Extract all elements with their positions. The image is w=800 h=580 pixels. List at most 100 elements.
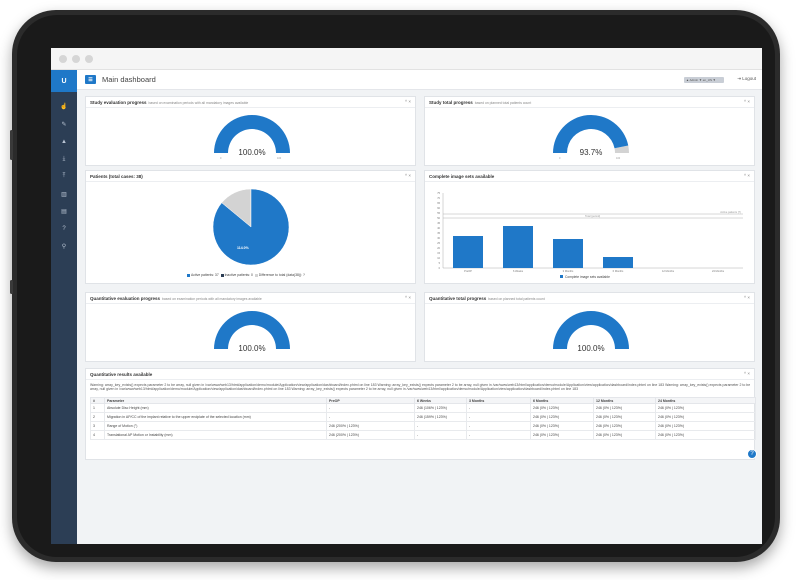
table-cell: 246 (159% | 123%) (414, 412, 467, 422)
bar[interactable] (553, 239, 583, 268)
gauge-study-evaluation (214, 115, 290, 153)
user-language-select[interactable]: ▲ Admin ▼ en_US ▼ (684, 77, 724, 83)
x-tick-label: 24 Months (712, 269, 725, 273)
results-table: # Parameter PreOP 6 Weeks 3 Months 6 Mon… (90, 397, 756, 440)
patients-pie-chart: 114.0% (212, 188, 290, 266)
x-tick-label: 6 Weeks (513, 269, 524, 273)
table-cell: 2 (90, 412, 105, 422)
y-tick-label: 25 (437, 242, 440, 245)
panel-controls[interactable]: ^ × (744, 295, 750, 300)
legend-item[interactable]: Complete image sets available (565, 275, 610, 279)
bar[interactable] (453, 236, 483, 268)
x-tick-label: 3 Months (563, 269, 574, 273)
search-icon[interactable]: ⚲ (61, 244, 67, 251)
table-cell: 246 (0% | 123%) (655, 403, 756, 413)
gauge-value: 100.0% (577, 344, 605, 353)
window-close-dot[interactable] (59, 55, 67, 63)
bar[interactable] (603, 257, 633, 268)
upload-icon[interactable]: ⤒ (62, 173, 66, 180)
database-icon[interactable]: ▤ (61, 209, 67, 216)
table-cell: Absolute Disc Height (mm) (104, 403, 327, 413)
tablet-side-button (10, 280, 13, 294)
table-cell: 246 (0% | 123%) (655, 421, 756, 431)
panel-controls[interactable]: ^ × (744, 99, 750, 104)
logout-link[interactable]: ⇥ Logout (737, 76, 756, 81)
y-tick-label: 35 (437, 232, 440, 235)
gauge-value: 100.0% (238, 344, 266, 353)
legend-item[interactable]: Inactive patients: 0 (220, 273, 253, 277)
gauge-max: 100 (616, 157, 621, 160)
panel-controls[interactable]: ^ × (744, 371, 750, 376)
hand-pointer-icon[interactable]: ☝ (60, 104, 68, 111)
top-bar: ☰ Main dashboard ▲ Admin ▼ en_US ▼ ⇥ Log… (77, 70, 762, 90)
y-tick-label: 40 (437, 227, 440, 230)
panel-title: Quantitative evaluation progress based on… (90, 296, 262, 301)
gauge-value-arc (214, 115, 290, 153)
panel-title: Quantitative results available (90, 372, 153, 377)
menu-toggle-button[interactable]: ☰ (85, 75, 96, 84)
y-tick-label: 30 (437, 237, 440, 240)
table-cell: - (414, 421, 467, 431)
table-cell: Translational AP Motion or Instability (… (104, 430, 327, 440)
table-cell: 4 (90, 430, 105, 440)
bar[interactable] (503, 226, 533, 268)
table-cell: 246 (0% | 123%) (530, 421, 594, 431)
reference-line-label: Total (period) (585, 214, 600, 218)
legend-item[interactable]: Active patients: 37 (187, 273, 219, 277)
table-cell: - (466, 430, 531, 440)
panel-title: Complete image sets available (429, 174, 495, 179)
help-button[interactable]: ? (747, 449, 757, 459)
table-cell: Migration in AP/CC of the implant relati… (104, 412, 327, 422)
table-cell: - (466, 421, 531, 431)
panel-controls[interactable]: ^ × (405, 173, 411, 178)
table-cell: 246 (0% | 123%) (530, 403, 594, 413)
window-maximize-dot[interactable] (85, 55, 93, 63)
download-icon[interactable]: ⤓ (62, 155, 66, 162)
x-tick-label: PreOP (464, 269, 472, 273)
y-tick-label: 15 (437, 252, 440, 255)
gauge-max: 100 (277, 157, 282, 160)
table-cell: 3 (90, 421, 105, 431)
gauge-value-arc (553, 115, 629, 153)
panel-controls[interactable]: ^ × (405, 295, 411, 300)
gauge-min: 0 (220, 157, 222, 160)
table-cell: - (466, 403, 531, 413)
window-minimize-dot[interactable] (72, 55, 80, 63)
pie-legend: Active patients: 37 Inactive patients: 0… (187, 273, 305, 277)
table-cell: - (414, 430, 467, 440)
table-cell: Range of Motion (°) (104, 421, 327, 431)
table-cell: 246 (0% | 123%) (655, 430, 756, 440)
panel-quant-evaluation: Quantitative evaluation progress based on… (85, 292, 416, 362)
y-tick-label: 75 (437, 192, 440, 195)
table-cell: 246 (106% | 123%) (414, 403, 467, 413)
table-cell: 246 (0% | 123%) (593, 412, 656, 422)
x-tick-label: 6 Months (613, 269, 624, 273)
pie-slice[interactable] (212, 188, 290, 266)
legend-item[interactable]: Difference to total (data(38)): ? (254, 273, 305, 277)
y-tick-label: 50 (437, 217, 440, 220)
trash-icon[interactable]: ▥ (61, 191, 67, 198)
gauge-study-total (553, 115, 629, 153)
table-cell: 246 (0% | 123%) (530, 412, 594, 422)
table-row: 3 Range of Motion (°) 246 (200% | 123%) … (90, 421, 756, 431)
panel-study-evaluation: Study evaluation progress based on examin… (85, 96, 416, 166)
y-tick-label: 60 (437, 207, 440, 210)
table-cell: 246 (0% | 123%) (530, 430, 594, 440)
panel-controls[interactable]: ^ × (744, 173, 750, 178)
gauge-value-arc (214, 311, 290, 349)
panel-title: Quantitative total progress based on plan… (429, 296, 545, 301)
table-cell: 246 (0% | 123%) (593, 421, 656, 431)
app-logo[interactable]: U (51, 70, 77, 92)
y-tick-label: 55 (437, 212, 440, 215)
gauge-value: 100.0% (238, 148, 266, 157)
panel-controls[interactable]: ^ × (405, 99, 411, 104)
panel-patients: Patients (total cases: 38) ^ × 114.0% Ac… (85, 170, 416, 284)
panel-study-total: Study total progress based on planned tot… (424, 96, 755, 166)
reference-line-label: Active patients (?) (720, 210, 741, 214)
question-icon[interactable]: ? (62, 226, 66, 233)
pencil-icon[interactable]: ✎ (61, 121, 67, 128)
gauge-value: 93.7% (579, 148, 603, 157)
panel-title: Study evaluation progress based on examin… (90, 100, 249, 105)
bell-icon[interactable]: ▲ (61, 138, 67, 145)
sidebar: U ☝ ✎ ▲ ⤓ ⤒ ▥ ▤ ? ⚲ (51, 70, 77, 544)
